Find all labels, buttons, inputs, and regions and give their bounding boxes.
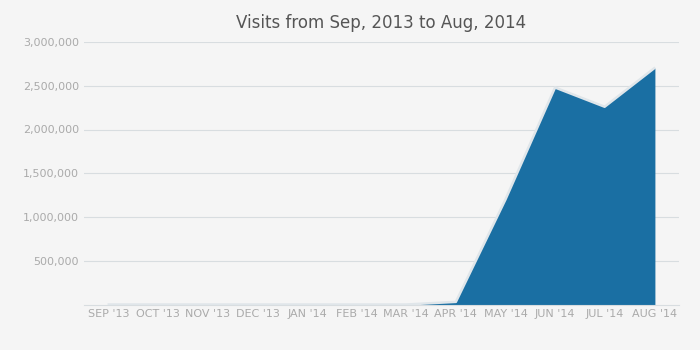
Title: Visits from Sep, 2013 to Aug, 2014: Visits from Sep, 2013 to Aug, 2014 (237, 14, 526, 32)
